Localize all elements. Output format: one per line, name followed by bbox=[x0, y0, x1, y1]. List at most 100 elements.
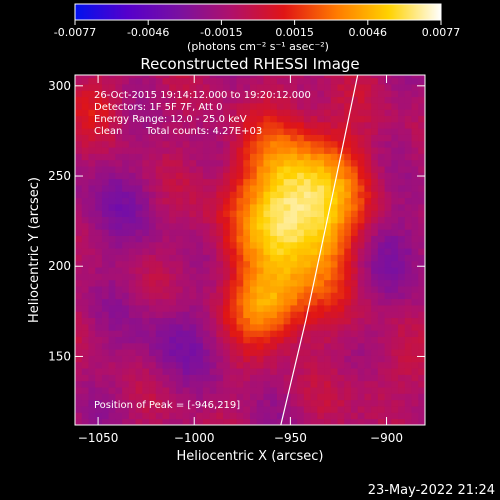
heatmap-cell bbox=[276, 84, 285, 91]
heatmap-cell bbox=[101, 90, 110, 98]
heatmap-cell bbox=[324, 387, 332, 394]
heatmap-cell bbox=[223, 134, 231, 142]
heatmap-cell bbox=[202, 412, 211, 420]
heatmap-cell bbox=[303, 418, 311, 425]
heatmap-cell bbox=[256, 134, 264, 142]
heatmap-cell bbox=[384, 203, 392, 211]
heatmap-cell bbox=[344, 292, 352, 300]
heatmap-cell bbox=[128, 292, 136, 300]
heatmap-cell bbox=[236, 197, 244, 205]
heatmap-cell bbox=[223, 248, 231, 255]
heatmap-cell bbox=[175, 355, 184, 363]
heatmap-cell bbox=[276, 109, 285, 116]
heatmap-cell bbox=[283, 248, 291, 255]
heatmap-cell bbox=[115, 273, 123, 281]
heatmap-cell bbox=[330, 317, 338, 325]
heatmap-cell bbox=[149, 323, 157, 331]
heatmap-cell bbox=[155, 115, 163, 123]
heatmap-cell bbox=[263, 317, 271, 325]
heatmap-cell bbox=[202, 140, 211, 148]
heatmap-cell bbox=[256, 342, 264, 350]
heatmap-cell bbox=[243, 159, 251, 167]
heatmap-cell bbox=[202, 349, 211, 356]
heatmap-cell bbox=[297, 317, 305, 325]
heatmap-cell bbox=[337, 399, 345, 407]
heatmap-cell bbox=[317, 90, 325, 98]
heatmap-cell bbox=[303, 267, 311, 274]
heatmap-cell bbox=[324, 134, 332, 142]
heatmap-cell bbox=[411, 197, 419, 205]
heatmap-cell bbox=[404, 323, 412, 331]
heatmap-cell bbox=[196, 147, 204, 154]
heatmap-cell bbox=[162, 166, 170, 173]
heatmap-cell bbox=[142, 191, 150, 199]
heatmap-cell bbox=[384, 210, 392, 218]
heatmap-cell bbox=[411, 336, 419, 344]
heatmap-cell bbox=[209, 298, 217, 306]
heatmap-cell bbox=[317, 128, 325, 135]
heatmap-cell bbox=[149, 374, 157, 382]
heatmap-cell bbox=[182, 140, 190, 148]
heatmap-cell bbox=[418, 102, 425, 110]
heatmap-cell bbox=[310, 216, 318, 224]
heatmap-cell bbox=[404, 102, 412, 110]
heatmap-cell bbox=[398, 75, 406, 79]
heatmap-cell bbox=[162, 406, 170, 413]
heatmap-cell bbox=[263, 203, 271, 211]
heatmap-cell bbox=[175, 292, 184, 300]
heatmap-cell bbox=[297, 216, 305, 224]
heatmap-cell bbox=[303, 336, 311, 344]
heatmap-cell bbox=[81, 128, 89, 135]
heatmap-cell bbox=[101, 203, 110, 211]
heatmap-cell bbox=[122, 248, 130, 255]
heatmap-cell bbox=[317, 75, 325, 79]
heatmap-cell bbox=[182, 292, 190, 300]
heatmap-cell bbox=[236, 147, 244, 154]
heatmap-cell bbox=[371, 197, 379, 205]
heatmap-cell bbox=[418, 210, 425, 218]
heatmap-cell bbox=[330, 159, 338, 167]
heatmap-cell bbox=[209, 342, 217, 350]
heatmap-cell bbox=[115, 361, 123, 369]
heatmap-cell bbox=[81, 241, 89, 249]
heatmap-cell bbox=[303, 235, 311, 243]
heatmap-cell bbox=[371, 387, 379, 394]
heatmap-cell bbox=[310, 317, 318, 325]
heatmap-cell bbox=[81, 166, 89, 173]
heatmap-cell bbox=[108, 393, 116, 401]
heatmap-cell bbox=[364, 109, 372, 116]
heatmap-cell bbox=[270, 361, 278, 369]
heatmap-cell bbox=[122, 185, 130, 192]
heatmap-cell bbox=[88, 75, 96, 79]
heatmap-cell bbox=[377, 298, 386, 306]
heatmap-cell bbox=[391, 311, 399, 319]
heatmap-cell bbox=[391, 90, 399, 98]
heatmap-cell bbox=[256, 216, 264, 224]
heatmap-cell bbox=[175, 222, 184, 230]
heatmap-cell bbox=[229, 241, 237, 249]
heatmap-cell bbox=[418, 406, 425, 413]
heatmap-cell bbox=[391, 241, 399, 249]
heatmap-cell bbox=[95, 374, 103, 382]
heatmap-cell bbox=[256, 374, 264, 382]
heatmap-cell bbox=[142, 128, 150, 135]
heatmap-cell bbox=[317, 387, 325, 394]
heatmap-cell bbox=[371, 323, 379, 331]
heatmap-cell bbox=[122, 342, 130, 350]
heatmap-cell bbox=[182, 84, 190, 91]
heatmap-cell bbox=[115, 115, 123, 123]
heatmap-cell bbox=[350, 197, 359, 205]
heatmap-cell bbox=[162, 229, 170, 236]
heatmap-cell bbox=[297, 84, 305, 91]
heatmap-cell bbox=[310, 172, 318, 180]
heatmap-cell bbox=[337, 418, 345, 425]
heatmap-cell bbox=[216, 172, 224, 180]
heatmap-cell bbox=[384, 75, 392, 79]
heatmap-cell bbox=[357, 75, 365, 79]
heatmap-cell bbox=[364, 134, 372, 142]
heatmap-cell bbox=[75, 349, 83, 356]
heatmap-cell bbox=[196, 216, 204, 224]
heatmap-cell bbox=[371, 166, 379, 173]
heatmap-cell bbox=[223, 197, 231, 205]
